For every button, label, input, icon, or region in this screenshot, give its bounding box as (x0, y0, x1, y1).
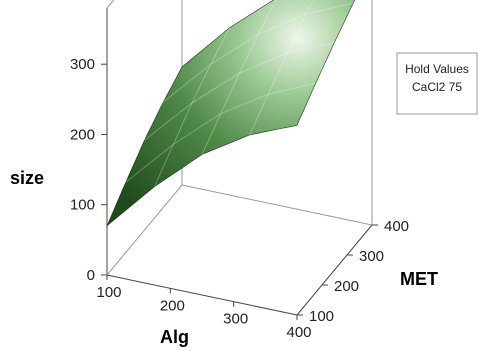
surface-gridline (125, 82, 316, 183)
x-tick-label: 400 (286, 324, 311, 341)
surface-gridline (154, 27, 230, 187)
z-tick-label: 200 (70, 126, 95, 143)
surface-gridline (163, 2, 354, 103)
box-edge (106, 0, 115, 9)
y-tick-label: 300 (359, 248, 384, 265)
surface-gridline (144, 41, 335, 141)
hold-values-legend: Hold Values CaCl2 75 (396, 52, 478, 115)
z-ticks: 0 100 200 300 (70, 56, 107, 284)
y-tick-label: 400 (384, 218, 409, 235)
x-axis-line (106, 274, 298, 316)
z-tick-label: 300 (70, 56, 95, 73)
surface-patch (106, 0, 356, 227)
surface-gridline (249, 0, 314, 136)
y-tick-label: 200 (334, 278, 359, 295)
axes (106, 8, 373, 316)
x-ticks: 100 200 300 400 (96, 275, 312, 341)
z-tick-label: 0 (87, 267, 95, 284)
back-floor-line (106, 184, 183, 276)
x-tick-label: 200 (160, 297, 185, 314)
box-edge (181, 184, 373, 226)
y-axis-line (296, 224, 373, 316)
x-tick-label: 100 (96, 284, 121, 301)
z-tick-label: 100 (70, 197, 95, 214)
response-surface (106, 0, 356, 227)
x-tick-label: 300 (223, 311, 248, 328)
z-axis-label: size (10, 168, 44, 188)
hold-values-entry: CaCl2 75 (412, 80, 462, 94)
hold-values-title: Hold Values (405, 62, 469, 76)
surface-gridline (201, 0, 277, 155)
y-tick-label: 100 (309, 308, 334, 325)
y-axis-label: MET (400, 269, 438, 289)
x-axis-label: Alg (160, 327, 189, 347)
